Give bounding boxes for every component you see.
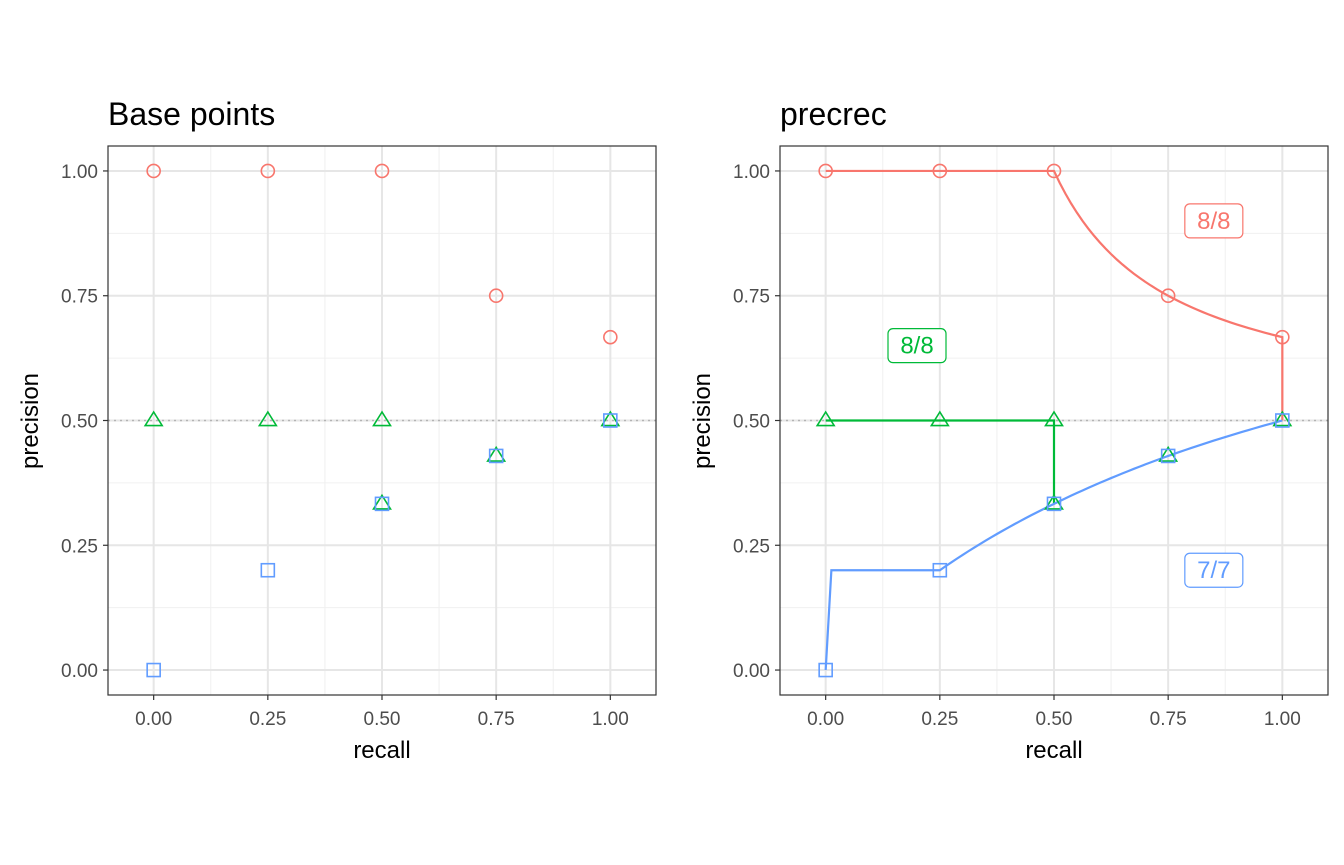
y-tick-label: 0.00 [61,661,98,682]
data-point-circle [374,163,390,179]
x-tick-label: 0.00 [807,709,844,730]
x-tick-label: 0.25 [921,709,958,730]
data-point-square [260,562,276,578]
x-tick-label: 1.00 [592,709,629,730]
y-tick-label: 0.25 [61,536,98,557]
y-axis-label: precision [17,373,44,469]
data-point-circle [932,163,948,179]
x-tick-label: 1.00 [1264,709,1301,730]
x-axis-ticks: 0.00 0.25 0.50 0.75 1.00 [807,695,1301,730]
data-point-square [374,496,390,512]
x-axis-ticks: 0.00 0.25 0.50 0.75 1.00 [135,695,629,730]
gridlines [108,146,656,695]
data-point-circle [1275,329,1290,345]
series-label: 8/8 [900,333,933,360]
data-point-square [488,448,504,464]
data-point-triangle [1158,445,1179,462]
data-point-triangle [815,410,836,427]
series-label-box [1184,203,1244,239]
data-point-square [1160,448,1176,464]
y-tick-label: 0.75 [733,287,770,308]
data-point-triangle [600,410,621,427]
data-point-circle [1046,163,1062,179]
series-line [825,419,1056,504]
x-tick-label: 0.50 [364,709,401,730]
data-point-square [1046,496,1062,512]
series-label: 8/8 [1197,208,1230,235]
x-axis-label: recall [353,737,410,764]
data-point-circle [603,329,618,345]
x-tick-label: 0.75 [478,709,515,730]
chart-title: Base points [108,96,275,132]
y-axis-ticks: 0.00 0.25 0.50 0.75 1.00 [733,162,780,682]
series-label: 7/7 [1197,557,1230,584]
data-points [143,163,621,678]
y-tick-label: 0.50 [733,412,770,433]
x-tick-label: 0.25 [249,709,286,730]
data-point-circle [146,163,161,179]
y-tick-label: 0.25 [733,536,770,557]
y-tick-label: 1.00 [733,162,770,183]
data-point-square [818,662,833,678]
data-point-square [932,562,948,578]
y-axis-ticks: 0.00 0.25 0.50 0.75 1.00 [61,162,108,682]
series-line [825,169,1284,421]
y-tick-label: 0.50 [61,412,98,433]
data-point-triangle [486,445,507,462]
data-point-circle [818,163,833,179]
y-tick-label: 0.00 [733,661,770,682]
x-tick-label: 0.50 [1036,709,1073,730]
data-point-triangle [1044,410,1064,427]
data-point-square [146,662,161,678]
data-point-circle [1160,288,1176,304]
y-tick-label: 0.75 [61,287,98,308]
series-line [824,419,1283,671]
chart-title: precrec [780,96,887,132]
y-tick-label: 1.00 [61,162,98,183]
data-point-triangle [929,410,950,427]
data-point-triangle [1272,410,1293,427]
data-point-circle [260,163,276,179]
panel-base-points: Base points 0.00 0.25 0.50 0.75 1.00 0.00 0.2… [17,96,657,764]
data-point-triangle [1044,493,1064,510]
x-axis-label: recall [1025,737,1082,764]
data-point-triangle [372,410,392,427]
series-lines [824,169,1284,671]
data-point-triangle [257,410,278,427]
series-label-box [887,328,947,364]
series-label-box [1184,552,1244,588]
data-point-circle [488,288,504,304]
data-point-square [603,413,618,428]
x-tick-label: 0.00 [135,709,172,730]
data-points [815,163,1293,678]
panel-precrec: precrec 8/8 8/8 7/7 0.00 0.25 0.50 0.75 1.00 0… [689,96,1329,764]
y-axis-label: precision [689,373,716,469]
data-point-square [1275,413,1290,428]
data-point-triangle [372,493,392,510]
x-tick-label: 0.75 [1150,709,1187,730]
series-labels: 8/8 8/8 7/7 [887,203,1244,588]
data-point-triangle [143,410,164,427]
